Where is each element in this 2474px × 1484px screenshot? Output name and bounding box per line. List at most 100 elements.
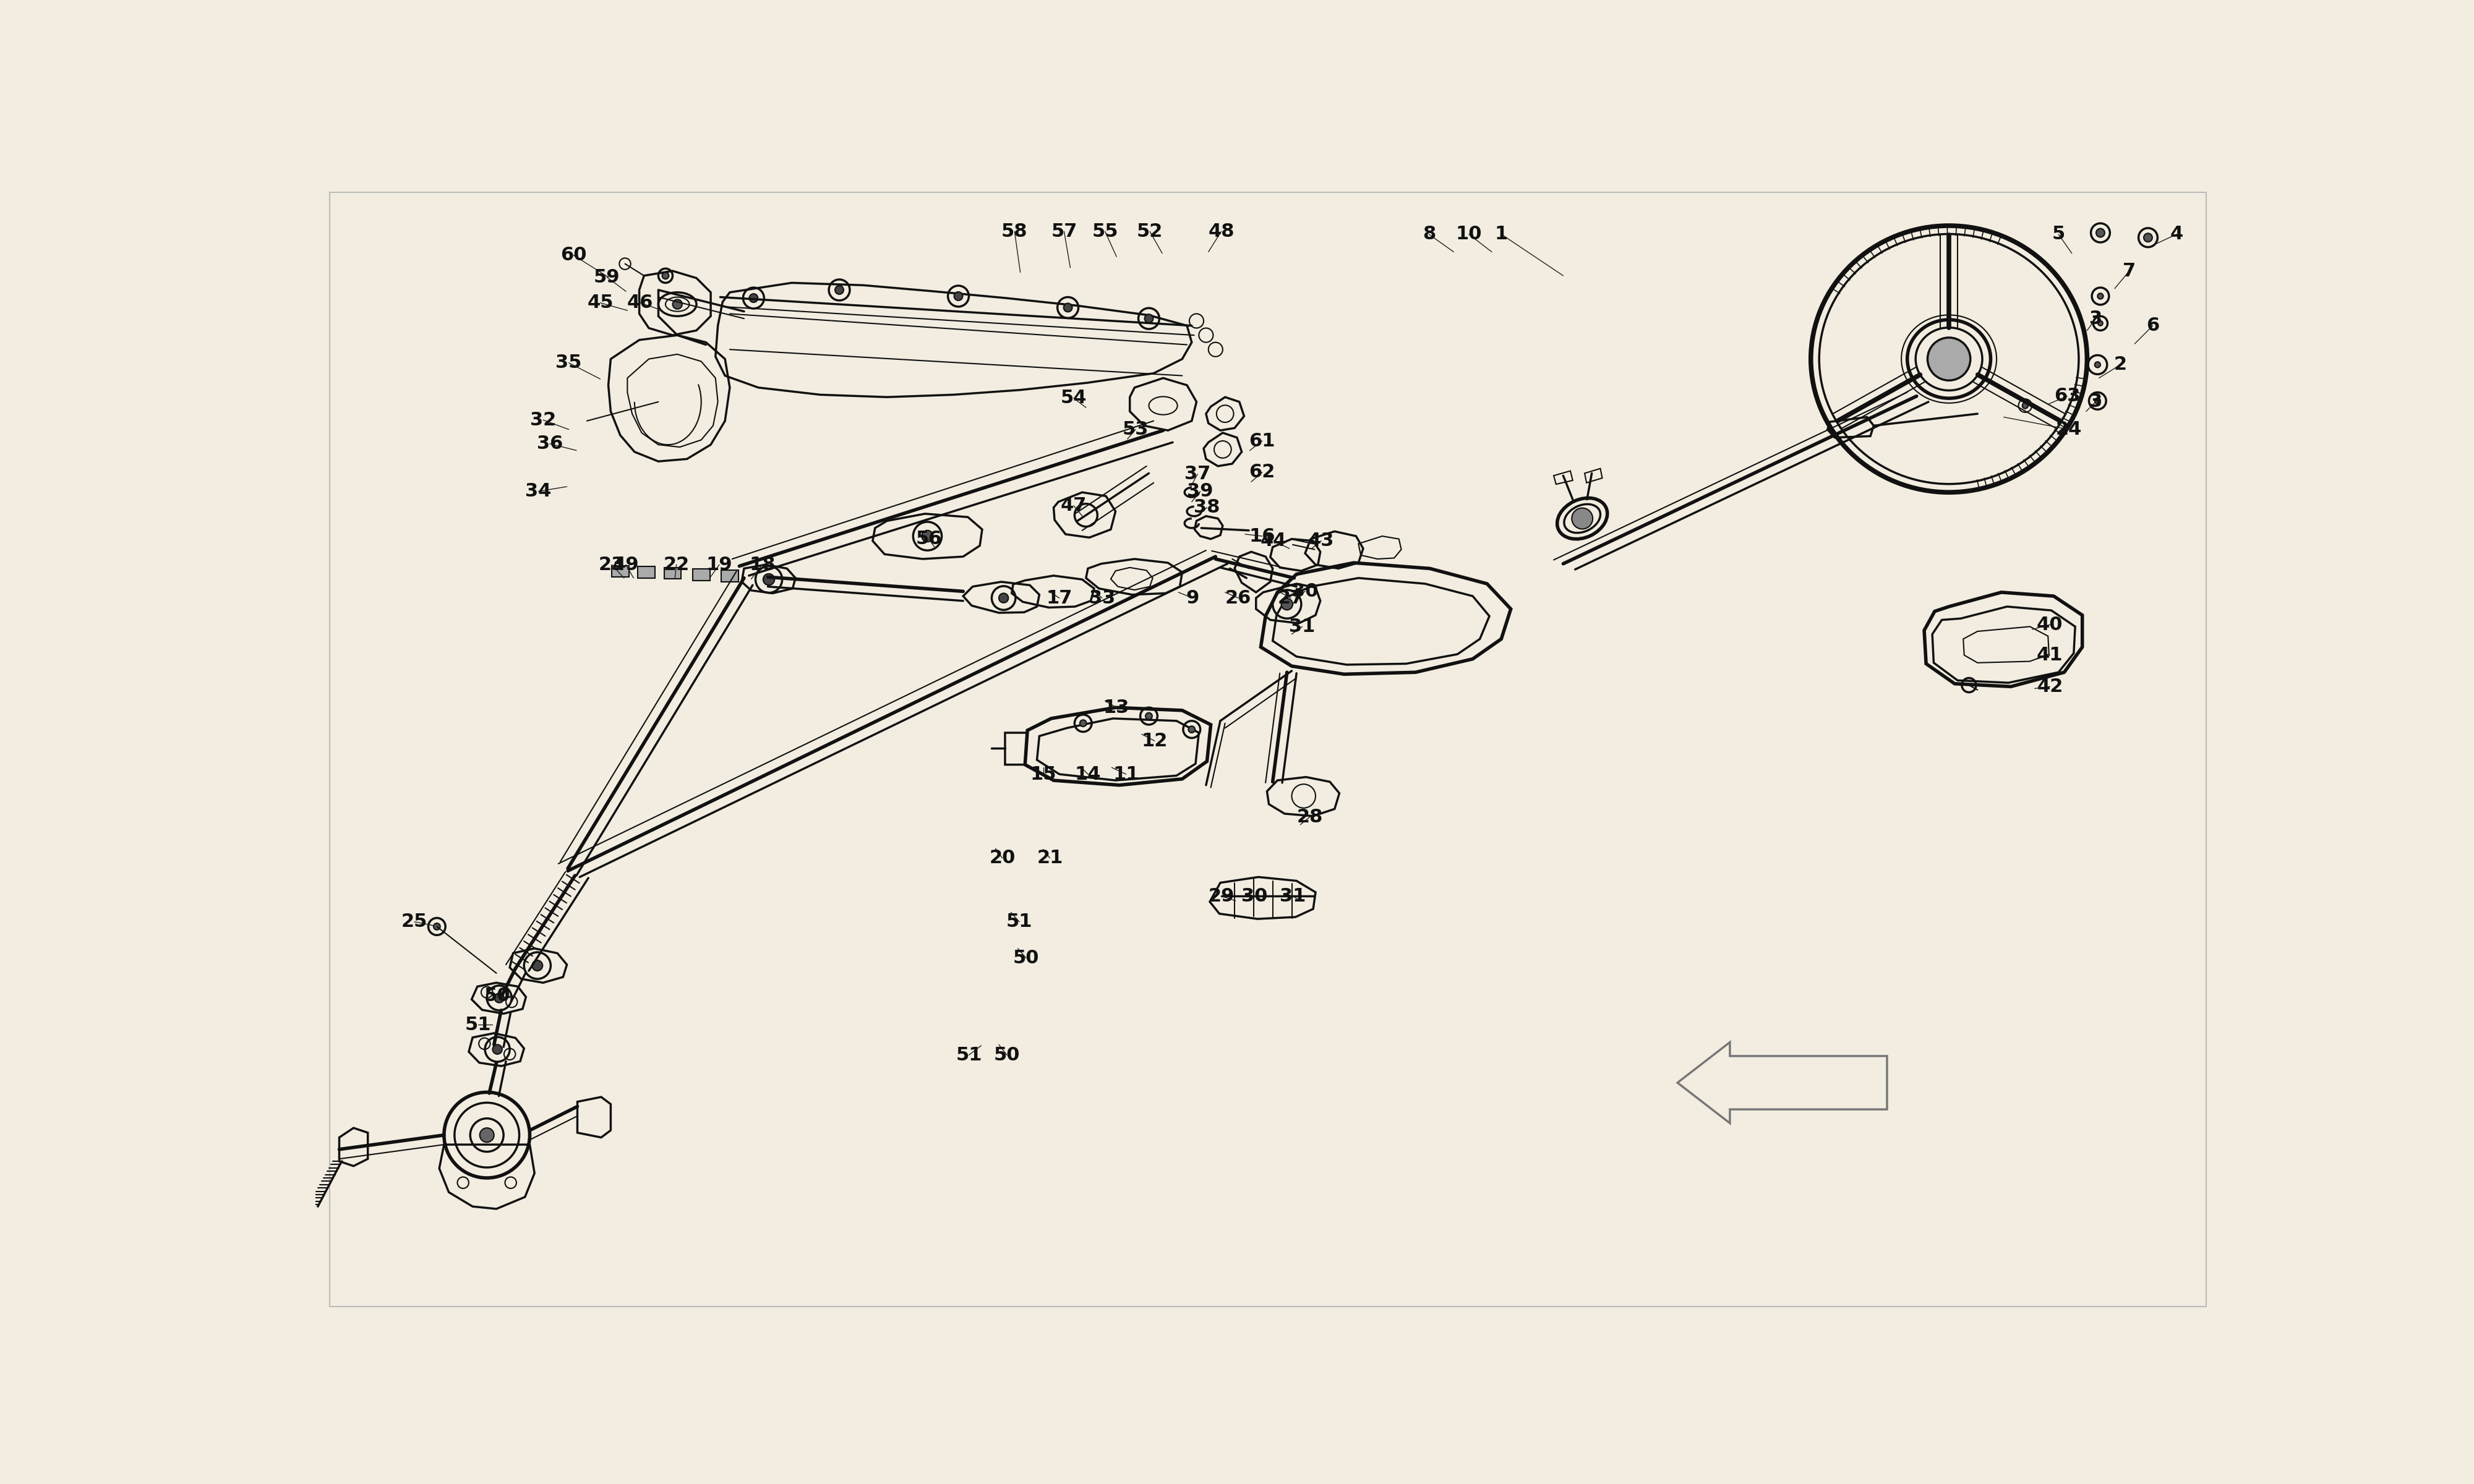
Circle shape xyxy=(1064,303,1071,312)
Circle shape xyxy=(1079,720,1086,727)
Circle shape xyxy=(2095,362,2100,368)
Text: 26: 26 xyxy=(1225,589,1252,607)
Text: 9: 9 xyxy=(1185,589,1200,607)
Text: 24: 24 xyxy=(2056,420,2083,438)
Text: 50: 50 xyxy=(1012,948,1039,968)
Text: 52: 52 xyxy=(1136,223,1163,240)
Text: 50: 50 xyxy=(485,987,510,1005)
Text: 43: 43 xyxy=(1309,531,1333,551)
Text: 3: 3 xyxy=(2088,393,2103,411)
Circle shape xyxy=(923,530,933,542)
Text: 35: 35 xyxy=(557,353,581,372)
Text: 30: 30 xyxy=(1291,582,1319,601)
Text: 44: 44 xyxy=(1259,531,1286,551)
Text: 42: 42 xyxy=(2036,678,2063,696)
Text: 58: 58 xyxy=(1002,223,1027,240)
Text: 31: 31 xyxy=(1289,617,1316,635)
Text: 4: 4 xyxy=(2170,226,2182,243)
Polygon shape xyxy=(638,567,656,579)
Circle shape xyxy=(663,273,668,279)
Text: 32: 32 xyxy=(529,411,557,429)
Circle shape xyxy=(480,1128,495,1143)
Circle shape xyxy=(1145,315,1153,324)
Circle shape xyxy=(955,292,962,300)
Text: 48: 48 xyxy=(1207,223,1235,240)
Text: 36: 36 xyxy=(537,435,564,453)
Text: 33: 33 xyxy=(1089,589,1116,607)
Polygon shape xyxy=(722,570,737,582)
Text: 6: 6 xyxy=(2147,316,2160,334)
Text: 50: 50 xyxy=(995,1046,1019,1064)
Circle shape xyxy=(1927,337,1969,380)
Text: 51: 51 xyxy=(1007,913,1032,930)
Circle shape xyxy=(2098,321,2103,325)
Circle shape xyxy=(750,294,757,303)
Polygon shape xyxy=(611,565,628,577)
Text: 13: 13 xyxy=(1103,699,1131,717)
Text: 59: 59 xyxy=(594,269,621,286)
Circle shape xyxy=(762,574,774,585)
Circle shape xyxy=(2095,229,2105,237)
Circle shape xyxy=(673,300,683,309)
Circle shape xyxy=(999,594,1009,603)
Text: 54: 54 xyxy=(1061,389,1086,407)
Text: 51: 51 xyxy=(465,1015,492,1033)
Text: 21: 21 xyxy=(1037,849,1064,867)
Circle shape xyxy=(2098,294,2103,298)
Text: 25: 25 xyxy=(401,913,428,930)
Circle shape xyxy=(433,923,440,930)
Circle shape xyxy=(495,993,505,1003)
Text: 27: 27 xyxy=(1277,589,1304,607)
Text: 1: 1 xyxy=(1494,226,1507,243)
Text: 49: 49 xyxy=(614,555,638,574)
Text: 60: 60 xyxy=(562,246,586,264)
Text: 39: 39 xyxy=(1188,482,1212,500)
Text: 18: 18 xyxy=(750,555,774,574)
Text: 19: 19 xyxy=(705,555,732,574)
Text: 41: 41 xyxy=(2036,646,2063,665)
Text: 47: 47 xyxy=(1061,497,1086,515)
Text: 56: 56 xyxy=(915,530,943,548)
Text: 30: 30 xyxy=(1242,887,1267,905)
Text: 11: 11 xyxy=(1113,766,1138,784)
Text: 51: 51 xyxy=(955,1046,982,1064)
Text: 16: 16 xyxy=(1249,527,1277,545)
Text: 20: 20 xyxy=(990,849,1014,867)
Text: 53: 53 xyxy=(1123,420,1148,438)
Text: 46: 46 xyxy=(626,294,653,312)
Text: 22: 22 xyxy=(663,555,690,574)
Circle shape xyxy=(532,960,542,971)
Circle shape xyxy=(1145,712,1153,720)
Circle shape xyxy=(2095,398,2100,404)
Text: 31: 31 xyxy=(1279,887,1306,905)
Circle shape xyxy=(1282,598,1294,610)
Text: 28: 28 xyxy=(1296,809,1324,827)
Circle shape xyxy=(2021,402,2029,408)
Text: 37: 37 xyxy=(1185,466,1210,484)
Text: 7: 7 xyxy=(2123,263,2135,280)
Text: 61: 61 xyxy=(1249,432,1277,450)
Circle shape xyxy=(1571,508,1593,528)
Text: 2: 2 xyxy=(2113,356,2128,374)
Text: 3: 3 xyxy=(2088,310,2103,328)
Text: 23: 23 xyxy=(599,555,626,574)
Circle shape xyxy=(836,286,844,294)
Text: 15: 15 xyxy=(1029,766,1056,784)
Text: 12: 12 xyxy=(1141,732,1168,749)
Circle shape xyxy=(1188,726,1195,733)
Text: 34: 34 xyxy=(524,482,552,500)
Text: 14: 14 xyxy=(1074,766,1101,784)
Text: 57: 57 xyxy=(1051,223,1076,240)
Text: 63: 63 xyxy=(2053,387,2081,405)
Text: 40: 40 xyxy=(2036,616,2063,634)
Text: 8: 8 xyxy=(1423,226,1435,243)
Text: 29: 29 xyxy=(1207,887,1235,905)
Text: 17: 17 xyxy=(1047,589,1071,607)
Text: 10: 10 xyxy=(1455,226,1482,243)
Text: 62: 62 xyxy=(1249,463,1274,481)
Text: 45: 45 xyxy=(586,294,614,312)
Circle shape xyxy=(2145,233,2152,242)
Text: 55: 55 xyxy=(1091,223,1118,240)
Polygon shape xyxy=(663,567,680,579)
Circle shape xyxy=(492,1045,502,1054)
